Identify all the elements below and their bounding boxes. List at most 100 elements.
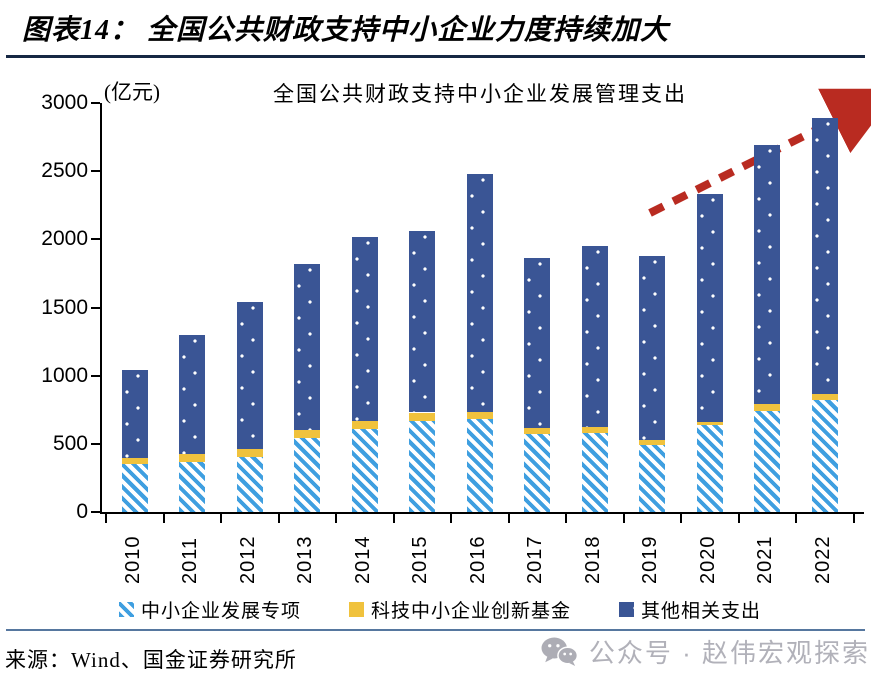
bar-segment-2016 [466, 412, 493, 420]
trend-arrow-icon [648, 88, 871, 217]
x-axis-tick [392, 514, 395, 523]
x-axis-label: 2010 [121, 535, 144, 585]
x-axis-tick [680, 514, 682, 523]
x-axis-tick [622, 514, 625, 523]
legend-label: 科技中小企业创新基金 [370, 601, 571, 622]
bar-segment-2013 [294, 429, 321, 439]
y-axis-tick [91, 170, 100, 173]
y-axis-tick [91, 511, 100, 513]
x-axis-label: 2016 [466, 535, 489, 585]
bar-segment-2022 [811, 118, 838, 395]
bar-segment-2022 [811, 394, 838, 400]
bar-segment-2016 [466, 173, 493, 413]
legend-item: 中小企业发展专项 [118, 596, 301, 623]
legend-item: 其他相关支出 [619, 596, 761, 623]
legend-item: 科技中小企业创新基金 [348, 596, 571, 623]
bar-segment-2012 [236, 302, 263, 449]
bar-segment-2012 [236, 448, 263, 457]
plot-area [91, 88, 871, 523]
bar-segment-2019 [639, 440, 666, 445]
bar-segment-2018 [581, 432, 608, 512]
bar-segment-2017 [524, 258, 551, 429]
bar-segment-2018 [581, 246, 608, 428]
x-axis-tick [565, 514, 567, 523]
source-note: 来源：Wind、国金证券研究所 [5, 648, 297, 672]
x-axis-tick [162, 514, 165, 523]
bar-segment-2011 [179, 461, 206, 512]
x-axis-tick [852, 514, 855, 523]
bar-segment-2017 [524, 433, 551, 512]
x-axis-tick [220, 514, 222, 523]
x-axis-tick [795, 514, 797, 523]
legend-swatch-icon [118, 602, 134, 617]
legend-label: 其他相关支出 [641, 601, 762, 622]
x-axis-tick [105, 514, 107, 523]
legend-label: 中小企业发展专项 [140, 601, 301, 622]
bar-segment-2014 [351, 236, 378, 421]
bar-segment-2019 [639, 444, 666, 512]
watermark: 公众号 · 赵伟宏观探索 [540, 631, 870, 671]
legend-swatch-icon [348, 602, 364, 617]
bar-segment-2013 [294, 438, 321, 512]
bar-segment-2016 [466, 419, 493, 512]
x-axis-label: 2011 [179, 536, 202, 584]
bar-segment-2021 [754, 411, 781, 512]
y-axis-tick [91, 374, 100, 377]
bar-segment-2019 [639, 255, 666, 441]
bar-segment-2020 [696, 422, 723, 426]
x-axis-label: 2019 [639, 535, 662, 585]
bar-segment-2017 [524, 428, 551, 434]
bar-segment-2015 [409, 412, 436, 421]
x-axis-tick [450, 514, 452, 523]
y-axis-label: 3000 [41, 91, 88, 114]
x-axis-label: 2014 [351, 535, 374, 585]
y-axis-label: 0 [76, 500, 88, 523]
bar-segment-2018 [581, 427, 608, 433]
y-axis-label: 2000 [41, 227, 88, 251]
y-axis-label: 2500 [41, 159, 88, 183]
y-axis-label: 1000 [41, 363, 88, 387]
bar-segment-2014 [351, 428, 378, 512]
bar-segment-2021 [754, 145, 781, 405]
x-axis-tick [737, 514, 740, 523]
bar-segment-2022 [811, 399, 838, 512]
bar-segment-2010 [121, 370, 148, 459]
bar-segment-2021 [754, 404, 781, 412]
bar-segment-2014 [351, 420, 378, 429]
x-axis-label: 2022 [811, 535, 834, 585]
wechat-icon [541, 637, 579, 666]
x-axis-label: 2021 [754, 535, 777, 585]
x-axis-tick [507, 514, 510, 523]
bar-segment-2012 [236, 456, 263, 512]
bar-segment-2011 [179, 334, 206, 455]
y-axis-label: 1500 [41, 295, 88, 319]
bar-segment-2015 [409, 231, 436, 413]
bar-segment-2013 [294, 263, 321, 430]
y-axis-unit-label: (亿元) [104, 80, 160, 104]
bar-segment-2020 [696, 194, 723, 423]
title-underline [6, 55, 865, 58]
watermark-text: 公众号 · 赵伟宏观探索 [588, 637, 870, 668]
bar-segment-2020 [696, 425, 723, 512]
legend-swatch-icon [619, 602, 634, 617]
chart-title: 全国公共财政支持中小企业发展管理支出 [273, 82, 687, 106]
x-axis-label: 2017 [524, 535, 547, 585]
x-axis-tick [277, 514, 280, 523]
x-axis-label: 2013 [294, 535, 317, 585]
figure-title: 图表14： 全国公共财政支持中小企业力度持续加大 [22, 15, 670, 46]
chart-legend: 中小企业发展专项 科技中小企业创新基金 其他相关支出 [60, 596, 820, 623]
y-axis-tick [91, 102, 100, 104]
bar-segment-2010 [121, 458, 148, 465]
y-axis-tick [91, 238, 100, 241]
y-axis-tick [91, 306, 100, 309]
bar-segment-2011 [179, 454, 206, 462]
x-axis-label: 2020 [696, 535, 719, 585]
bar-segment-2010 [121, 464, 148, 512]
x-axis-label: 2018 [581, 535, 604, 585]
x-axis-label: 2015 [409, 535, 432, 585]
bar-segment-2015 [409, 420, 436, 512]
y-axis-tick [91, 442, 100, 445]
y-axis-label: 500 [52, 431, 88, 455]
footer-divider [6, 629, 865, 631]
x-axis-label: 2012 [236, 535, 259, 585]
